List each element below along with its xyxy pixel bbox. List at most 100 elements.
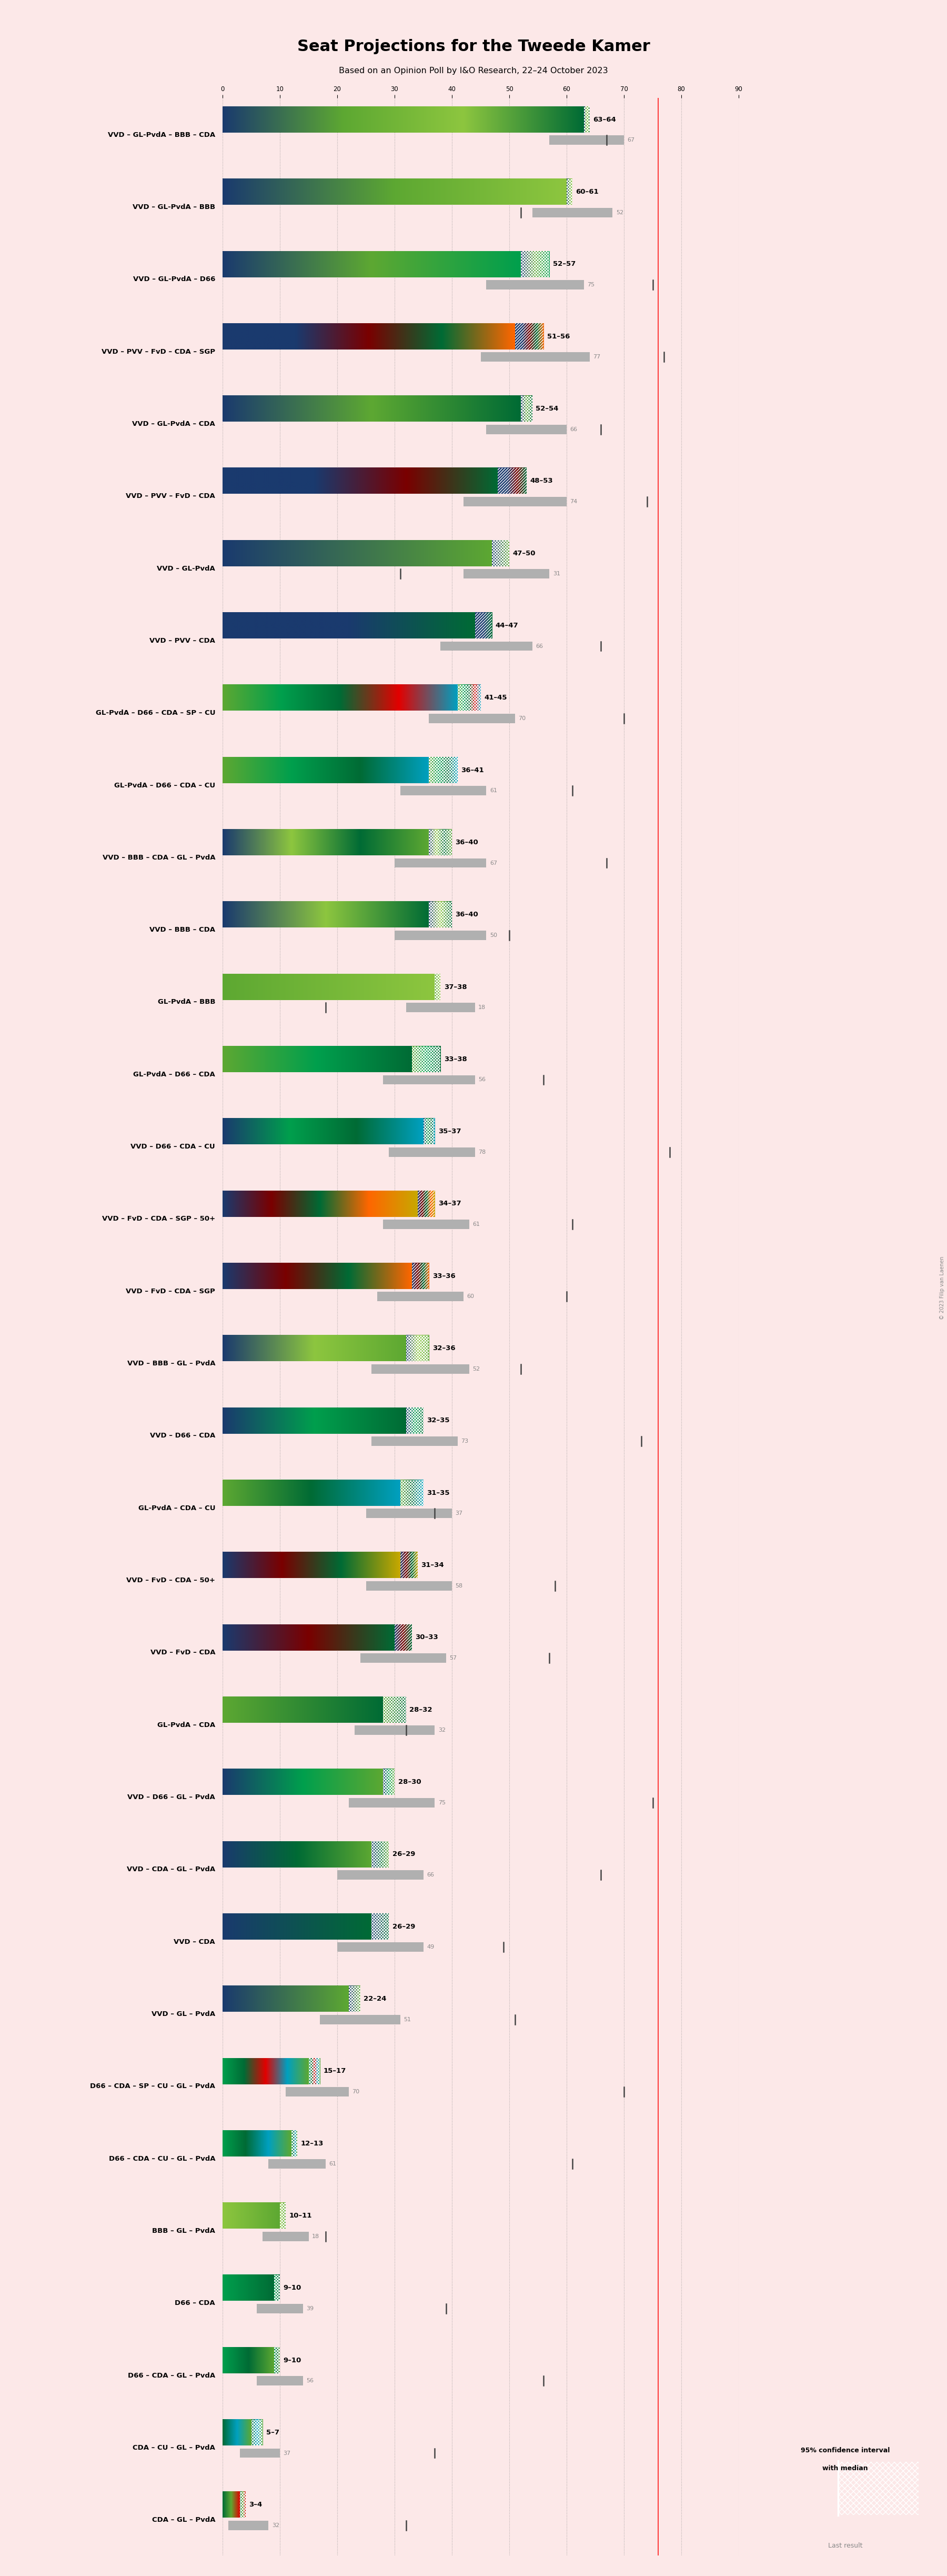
Text: 63–64: 63–64 <box>593 116 616 124</box>
Bar <box>429 757 457 783</box>
Text: 57: 57 <box>450 1656 457 1662</box>
Bar <box>348 1798 435 1808</box>
Bar <box>395 1625 412 1651</box>
Text: 66: 66 <box>427 1873 434 1878</box>
Text: 18: 18 <box>312 2233 319 2239</box>
Bar <box>406 1002 474 1012</box>
Text: 10–11: 10–11 <box>289 2213 312 2218</box>
Text: 32: 32 <box>272 2522 279 2527</box>
Text: Seat Projections for the Tweede Kamer: Seat Projections for the Tweede Kamer <box>297 39 650 54</box>
Text: 15–17: 15–17 <box>324 2069 347 2074</box>
Bar <box>371 1437 457 1445</box>
Bar <box>474 613 492 639</box>
Bar <box>384 1218 469 1229</box>
Bar <box>480 353 590 361</box>
Bar <box>487 425 566 433</box>
Text: 48–53: 48–53 <box>530 477 553 484</box>
Text: 9–10: 9–10 <box>283 2285 301 2293</box>
Bar <box>492 541 509 567</box>
Text: 50: 50 <box>490 933 497 938</box>
Bar <box>268 2159 326 2169</box>
Bar <box>395 858 487 868</box>
Bar <box>371 1914 389 1940</box>
Text: 73: 73 <box>461 1437 469 1443</box>
Bar <box>435 974 440 999</box>
Text: 18: 18 <box>478 1005 486 1010</box>
Text: 30–33: 30–33 <box>415 1633 438 1641</box>
Text: 32: 32 <box>438 1728 446 1734</box>
Bar <box>583 106 590 131</box>
Bar <box>366 1510 452 1517</box>
Text: 34–37: 34–37 <box>438 1200 461 1208</box>
Bar <box>275 2275 280 2300</box>
Bar <box>309 2058 320 2084</box>
Bar <box>348 1986 360 2012</box>
Text: 60–61: 60–61 <box>576 188 599 196</box>
Bar <box>532 209 613 216</box>
Text: 52–54: 52–54 <box>536 404 559 412</box>
Text: 28–32: 28–32 <box>409 1705 433 1713</box>
Bar <box>423 1118 435 1144</box>
Text: 31–35: 31–35 <box>427 1489 450 1497</box>
Text: 3–4: 3–4 <box>249 2501 262 2509</box>
Bar <box>262 2231 309 2241</box>
Bar <box>395 930 487 940</box>
Bar <box>515 325 544 350</box>
Text: 70: 70 <box>518 716 526 721</box>
Text: 26–29: 26–29 <box>392 1852 415 1857</box>
Text: 49: 49 <box>427 1945 434 1950</box>
Bar <box>366 1582 452 1589</box>
Bar <box>401 1553 418 1579</box>
Bar <box>418 1190 435 1216</box>
Bar <box>412 1046 440 1072</box>
Text: 52: 52 <box>616 209 623 214</box>
Text: Last result: Last result <box>828 2543 863 2550</box>
Text: 51: 51 <box>403 2017 411 2022</box>
Text: 32–35: 32–35 <box>427 1417 450 1425</box>
Bar <box>228 2522 268 2530</box>
Text: 74: 74 <box>570 500 578 505</box>
Text: © 2023 Filip van Laenen: © 2023 Filip van Laenen <box>939 1257 945 1319</box>
Text: 35–37: 35–37 <box>438 1128 461 1136</box>
Text: 36–41: 36–41 <box>461 768 484 773</box>
Bar <box>457 685 481 711</box>
Bar <box>487 281 583 289</box>
Bar <box>354 1726 435 1736</box>
Text: 37: 37 <box>283 2450 291 2455</box>
Text: 31–34: 31–34 <box>421 1561 444 1569</box>
Text: 60: 60 <box>467 1293 474 1298</box>
Bar <box>337 1942 423 1953</box>
Text: 5–7: 5–7 <box>266 2429 279 2437</box>
Bar <box>286 2087 348 2097</box>
Bar <box>463 569 549 580</box>
Bar <box>429 902 452 927</box>
Text: 32–36: 32–36 <box>433 1345 456 1352</box>
Bar <box>406 1334 429 1360</box>
Bar <box>280 2202 286 2228</box>
Text: 41–45: 41–45 <box>484 696 507 701</box>
Text: 33–38: 33–38 <box>444 1056 467 1064</box>
Bar <box>360 1654 446 1662</box>
Text: 12–13: 12–13 <box>300 2141 323 2146</box>
Text: 67: 67 <box>628 137 634 142</box>
Bar <box>377 1293 463 1301</box>
Text: 75: 75 <box>438 1801 446 1806</box>
Text: 9–10: 9–10 <box>283 2357 301 2365</box>
Bar <box>498 469 527 495</box>
Text: 70: 70 <box>352 2089 360 2094</box>
Bar <box>463 497 566 507</box>
Text: Based on an Opinion Poll by I&O Research, 22–24 October 2023: Based on an Opinion Poll by I&O Research… <box>339 67 608 75</box>
Text: 37: 37 <box>456 1512 463 1517</box>
Text: 56: 56 <box>478 1077 486 1082</box>
Text: 66: 66 <box>570 428 578 433</box>
Text: with median: with median <box>822 2465 868 2473</box>
Text: 52: 52 <box>473 1365 480 1370</box>
Text: 67: 67 <box>490 860 497 866</box>
Bar <box>384 1770 395 1795</box>
Text: 33–36: 33–36 <box>433 1273 456 1280</box>
Text: 58: 58 <box>456 1584 463 1589</box>
Bar <box>337 1870 423 1880</box>
Text: 47–50: 47–50 <box>512 549 536 556</box>
Bar <box>384 1698 406 1723</box>
Bar <box>429 829 452 855</box>
